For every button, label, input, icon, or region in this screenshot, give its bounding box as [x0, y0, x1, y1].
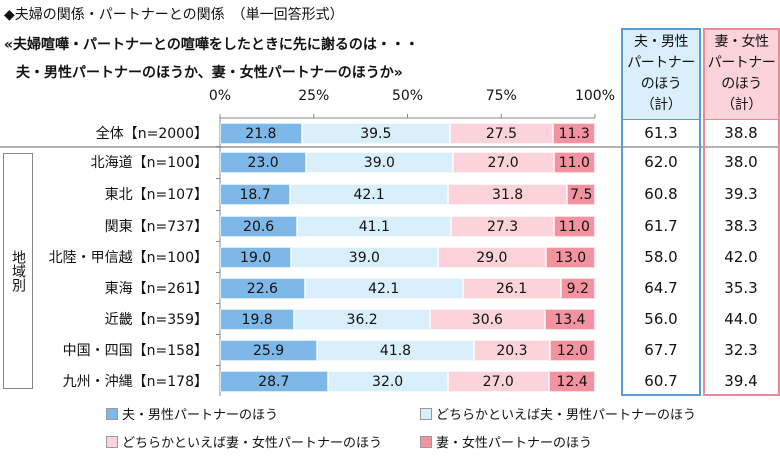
- header-line: 妻・女性: [714, 34, 770, 50]
- header-line: 夫・男性: [634, 34, 689, 50]
- bar-segment: 29.0: [437, 247, 547, 268]
- category-label: 北陸・甲信越【n=100】: [48, 250, 208, 266]
- wife-total-value: 35.3: [724, 279, 758, 297]
- husband-total-value: 56.0: [644, 310, 678, 328]
- husband-total-value: 64.7: [644, 279, 678, 297]
- bar-segment: 21.8: [220, 123, 302, 144]
- category-label: 関東【n=737】: [104, 219, 208, 235]
- bar-segment: 13.0: [546, 247, 595, 268]
- question-line-1: «夫婦喧嘩・パートナーとの喧嘩をしたときに先に謝るのは・・・: [4, 37, 419, 53]
- bar-segment: 20.3: [473, 340, 550, 361]
- bar-segment: 19.8: [220, 309, 295, 330]
- question-line-2: 夫・男性パートナーのほうか、妻・女性パートナーのほうか»: [16, 65, 403, 81]
- bar-segment: 39.5: [301, 123, 450, 144]
- category-label: 中国・四国【n=158】: [62, 343, 208, 359]
- x-tick-label: 100%: [574, 88, 616, 104]
- bar-segment: 13.4: [544, 309, 595, 330]
- bar-segment: 22.6: [220, 278, 305, 299]
- legend-swatch: [106, 435, 118, 448]
- bar-segment: 42.1: [290, 184, 448, 205]
- bar-segment: 27.0: [452, 152, 554, 173]
- wife-total-value: 39.4: [724, 372, 758, 390]
- category-label: 東海【n=261】: [104, 281, 208, 297]
- wife-total-value: 42.0: [724, 248, 758, 266]
- legend-swatch: [420, 435, 432, 448]
- bar-segment: 32.0: [327, 371, 448, 392]
- header-line: のほう: [640, 76, 682, 92]
- bar-segment: 27.3: [451, 216, 554, 237]
- header-line: （計）: [721, 97, 762, 113]
- legend-item: どちらかといえば夫・男性パートナーのほう: [420, 404, 696, 423]
- bar-segment: 18.7: [220, 184, 291, 205]
- header-line: のほう: [721, 76, 762, 92]
- wife-total-value: 38.0: [724, 153, 758, 171]
- bar-segment: 27.0: [447, 371, 549, 392]
- group-label-box: 地域別: [3, 153, 33, 389]
- bar-segment: 42.1: [304, 278, 463, 299]
- bar-segment: 25.9: [220, 340, 318, 361]
- header-line: （計）: [640, 97, 682, 113]
- wife-total-value: 38.3: [724, 217, 758, 235]
- legend-swatch: [420, 407, 432, 420]
- bar-segment: 31.8: [448, 184, 568, 205]
- legend-label: 妻・女性パートナーのほう: [436, 436, 593, 451]
- husband-total-value: 62.0: [644, 153, 678, 171]
- x-tick-label: 50%: [391, 88, 424, 104]
- bar-segment: 12.4: [548, 371, 596, 392]
- x-tick-label: 0%: [208, 88, 232, 104]
- bar-segment: 26.1: [462, 278, 561, 299]
- x-tick-label: 75%: [485, 88, 517, 104]
- husband-total-value: 67.7: [644, 341, 678, 359]
- bar-segment: 11.0: [553, 152, 595, 173]
- legend-item: どちらかといえば妻・女性パートナーのほう: [106, 432, 382, 451]
- husband-total-value: 61.3: [644, 124, 678, 142]
- category-label: 近畿【n=359】: [104, 312, 208, 328]
- legend-item: 夫・男性パートナーのほう: [106, 404, 278, 423]
- bar-segment: 9.2: [560, 278, 595, 299]
- legend-label: どちらかといえば妻・女性パートナーのほう: [122, 436, 383, 451]
- legend-label: どちらかといえば夫・男性パートナーのほう: [436, 408, 697, 423]
- husband-total-column: 夫・男性 パートナー のほう （計）: [621, 28, 701, 396]
- husband-total-header: 夫・男性 パートナー のほう （計）: [623, 30, 699, 120]
- wife-total-column: 妻・女性 パートナー のほう （計）: [703, 28, 780, 396]
- bar-segment: 39.0: [306, 152, 453, 173]
- bar-segment: 30.6: [430, 309, 545, 330]
- bar-segment: 28.7: [220, 371, 328, 392]
- x-tick-label: 25%: [298, 88, 330, 104]
- bar-segment: 12.0: [550, 340, 595, 361]
- wife-total-value: 39.3: [724, 185, 758, 203]
- legend-label: 夫・男性パートナーのほう: [122, 408, 279, 423]
- bar-segment: 11.0: [553, 216, 595, 237]
- bar-segment: 39.0: [291, 247, 438, 268]
- bar-segment: 20.6: [220, 216, 298, 237]
- husband-total-value: 60.7: [644, 372, 678, 390]
- chart-title: ◆夫婦の関係・パートナーとの関係 （単一回答形式）: [4, 7, 344, 23]
- bar-segment: 19.0: [220, 247, 292, 268]
- group-label: 地域別: [10, 250, 26, 292]
- husband-total-value: 61.7: [644, 217, 678, 235]
- bar-segment: 41.1: [297, 216, 452, 237]
- category-label: 東北【n=107】: [104, 187, 208, 203]
- wife-total-value: 38.8: [724, 124, 758, 142]
- bar-segment: 36.2: [294, 309, 430, 330]
- legend-item: 妻・女性パートナーのほう: [420, 432, 592, 451]
- husband-total-value: 58.0: [644, 248, 678, 266]
- bar-segment: 11.3: [553, 123, 596, 144]
- category-label: 全体【n=2000】: [95, 126, 208, 142]
- category-label: 北海道【n=100】: [90, 155, 208, 171]
- bar-segment: 27.5: [449, 123, 553, 144]
- bar-segment: 23.0: [220, 152, 307, 173]
- wife-total-value: 32.3: [724, 341, 758, 359]
- bar-segment: 41.8: [317, 340, 474, 361]
- category-label: 九州・沖縄【n=178】: [62, 374, 208, 390]
- husband-total-value: 60.8: [644, 185, 678, 203]
- bar-segment: 7.5: [567, 184, 596, 205]
- wife-total-value: 44.0: [724, 310, 758, 328]
- header-line: パートナー: [627, 55, 695, 71]
- header-line: パートナー: [707, 55, 776, 71]
- wife-total-header: 妻・女性 パートナー のほう （計）: [705, 30, 778, 120]
- legend-swatch: [106, 407, 118, 420]
